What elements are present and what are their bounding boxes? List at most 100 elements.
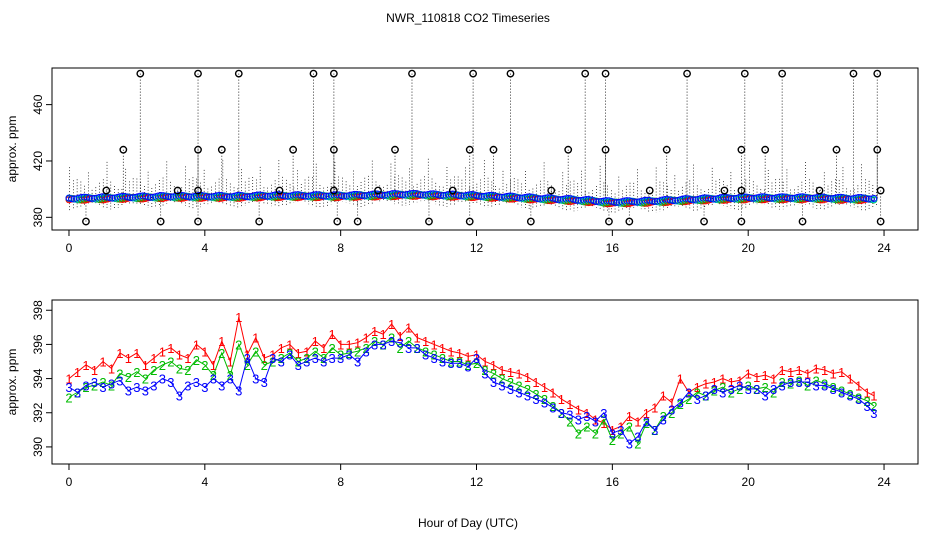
series-2-marker: 2 bbox=[295, 355, 302, 370]
series-2-marker: 2 bbox=[813, 373, 820, 388]
top-outlier-point bbox=[601, 69, 610, 78]
top-baseline-point bbox=[592, 197, 600, 205]
series-3-marker: 3 bbox=[524, 389, 531, 404]
series-3-marker: 3 bbox=[371, 337, 378, 352]
series-1-marker: 1 bbox=[430, 337, 437, 352]
series-2-marker: 2 bbox=[235, 337, 242, 352]
top-x-tick-label: 12 bbox=[470, 241, 484, 255]
top-outlier-point bbox=[194, 69, 202, 78]
top-outlier-point bbox=[333, 217, 342, 226]
series-2-marker: 2 bbox=[507, 375, 514, 390]
top-baseline-point bbox=[630, 198, 638, 206]
series-2-marker: 2 bbox=[405, 334, 412, 349]
top-outlier-point bbox=[469, 69, 478, 78]
series-1-marker: 1 bbox=[634, 414, 641, 429]
top-x-tick-label: 20 bbox=[742, 241, 756, 255]
series-2-marker: 2 bbox=[660, 409, 667, 424]
top-y-tick-label: 420 bbox=[31, 151, 45, 171]
series-3-marker: 3 bbox=[779, 378, 786, 393]
series-3-marker: 3 bbox=[660, 413, 667, 428]
series-1-marker: 1 bbox=[524, 370, 531, 385]
top-baseline-point bbox=[865, 195, 873, 203]
series-1-marker: 1 bbox=[762, 368, 769, 383]
bottom-x-tick-label: 12 bbox=[470, 475, 484, 489]
top-outlier-point bbox=[465, 217, 474, 226]
top-baseline-point bbox=[671, 197, 679, 205]
series-2-marker: 2 bbox=[303, 351, 310, 366]
series-1-marker: 1 bbox=[99, 355, 106, 370]
top-outlier-point bbox=[737, 186, 746, 195]
series-3-marker: 3 bbox=[320, 355, 327, 370]
series-3-marker: 3 bbox=[303, 355, 310, 370]
top-baseline-point bbox=[727, 194, 735, 202]
top-outlier-point bbox=[526, 217, 535, 226]
top-baseline-point bbox=[338, 192, 346, 200]
bottom-x-tick-label: 0 bbox=[66, 475, 73, 489]
top-baseline-point bbox=[669, 196, 677, 204]
top-baseline-point bbox=[205, 193, 213, 201]
series-1-marker: 1 bbox=[464, 349, 471, 364]
series-2-marker: 2 bbox=[685, 392, 692, 407]
series-3-marker: 3 bbox=[558, 406, 565, 421]
series-2-marker: 2 bbox=[329, 341, 336, 356]
series-1-marker: 1 bbox=[286, 337, 293, 352]
series-2-marker: 2 bbox=[193, 353, 200, 368]
top-baseline-point bbox=[358, 191, 366, 199]
top-baseline-point bbox=[340, 192, 348, 200]
top-outlier-point bbox=[448, 186, 457, 195]
top-plot-frame bbox=[51, 67, 919, 231]
top-baseline-point bbox=[613, 199, 621, 207]
top-outlier-point bbox=[740, 69, 749, 78]
series-1-marker: 1 bbox=[329, 327, 336, 342]
series-1-marker: 1 bbox=[829, 366, 836, 381]
top-y-axis-label: approx. ppm bbox=[5, 116, 19, 183]
series-2-marker: 2 bbox=[770, 385, 777, 400]
top-baseline-point bbox=[455, 191, 463, 199]
series-2-marker: 2 bbox=[125, 370, 132, 385]
series-1-marker: 1 bbox=[422, 334, 429, 349]
series-3-marker: 3 bbox=[711, 382, 718, 397]
series-3-marker: 3 bbox=[422, 348, 429, 363]
series-3-marker: 3 bbox=[804, 375, 811, 390]
series-1-marker: 1 bbox=[312, 334, 319, 349]
series-2-marker: 2 bbox=[244, 358, 251, 373]
top-baseline-point bbox=[185, 193, 193, 201]
series-2-marker: 2 bbox=[728, 385, 735, 400]
series-2-marker: 2 bbox=[643, 416, 650, 431]
series-1-marker: 1 bbox=[473, 348, 480, 363]
top-baseline-point bbox=[478, 193, 486, 201]
series-3-marker: 3 bbox=[252, 372, 259, 387]
series-3-marker: 3 bbox=[532, 392, 539, 407]
series-1-marker: 1 bbox=[575, 402, 582, 417]
top-outlier-point bbox=[720, 186, 729, 195]
top-outlier-point bbox=[625, 217, 634, 226]
series-1-marker: 1 bbox=[711, 375, 718, 390]
series-2-marker: 2 bbox=[481, 363, 488, 378]
top-baseline-point bbox=[223, 193, 231, 201]
chart-title: NWR_110818 CO2 Timeseries bbox=[386, 11, 550, 25]
top-baseline-point bbox=[513, 194, 521, 202]
top-outlier-point bbox=[173, 186, 182, 195]
top-outlier-point bbox=[581, 69, 590, 78]
series-3-marker: 3 bbox=[498, 378, 505, 393]
series-2-marker: 2 bbox=[549, 399, 556, 414]
top-outlier-point bbox=[194, 186, 202, 195]
series-2-marker: 2 bbox=[354, 344, 361, 359]
top-outlier-point bbox=[683, 69, 691, 78]
series-2-marker: 2 bbox=[91, 378, 98, 393]
series-1-marker: 1 bbox=[210, 358, 217, 373]
series-2-marker: 2 bbox=[677, 397, 684, 412]
top-baseline-point bbox=[203, 193, 211, 201]
top-baseline-point bbox=[167, 193, 175, 201]
series-2-marker: 2 bbox=[422, 344, 429, 359]
series-2-marker: 2 bbox=[65, 390, 72, 405]
series-1-marker: 1 bbox=[870, 389, 877, 404]
series-1-marker: 1 bbox=[244, 348, 251, 363]
top-outlier-point bbox=[234, 69, 243, 78]
series-1-marker: 1 bbox=[702, 377, 709, 392]
series-1-marker: 1 bbox=[303, 344, 310, 359]
series-3-marker: 3 bbox=[125, 384, 132, 399]
series-1-marker: 1 bbox=[439, 341, 446, 356]
top-baseline-point bbox=[88, 195, 96, 203]
top-baseline-point bbox=[299, 192, 307, 200]
